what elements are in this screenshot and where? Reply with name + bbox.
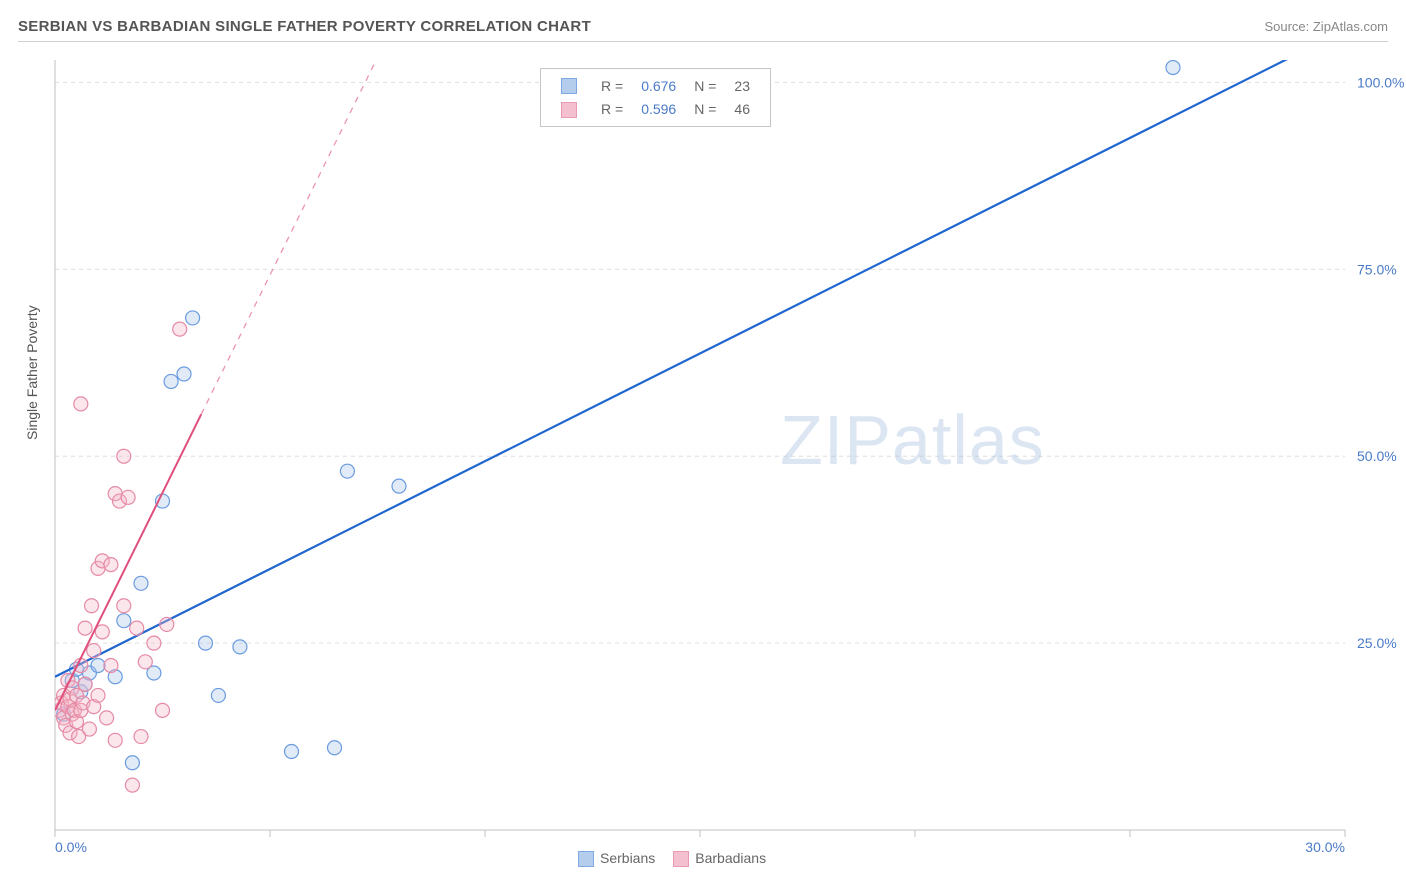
svg-text:75.0%: 75.0% (1357, 261, 1397, 277)
svg-text:30.0%: 30.0% (1305, 839, 1345, 855)
correlation-legend: R =0.676N =23R =0.596N =46 (540, 68, 771, 127)
scatter-plot: 25.0% 50.0% 75.0% 100.0% 0.0% 30.0% (0, 0, 1406, 892)
svg-text:50.0%: 50.0% (1357, 448, 1397, 464)
series-legend: SerbiansBarbadians (560, 850, 766, 867)
svg-text:25.0%: 25.0% (1357, 635, 1397, 651)
svg-text:0.0%: 0.0% (55, 839, 87, 855)
svg-text:100.0%: 100.0% (1357, 74, 1404, 90)
